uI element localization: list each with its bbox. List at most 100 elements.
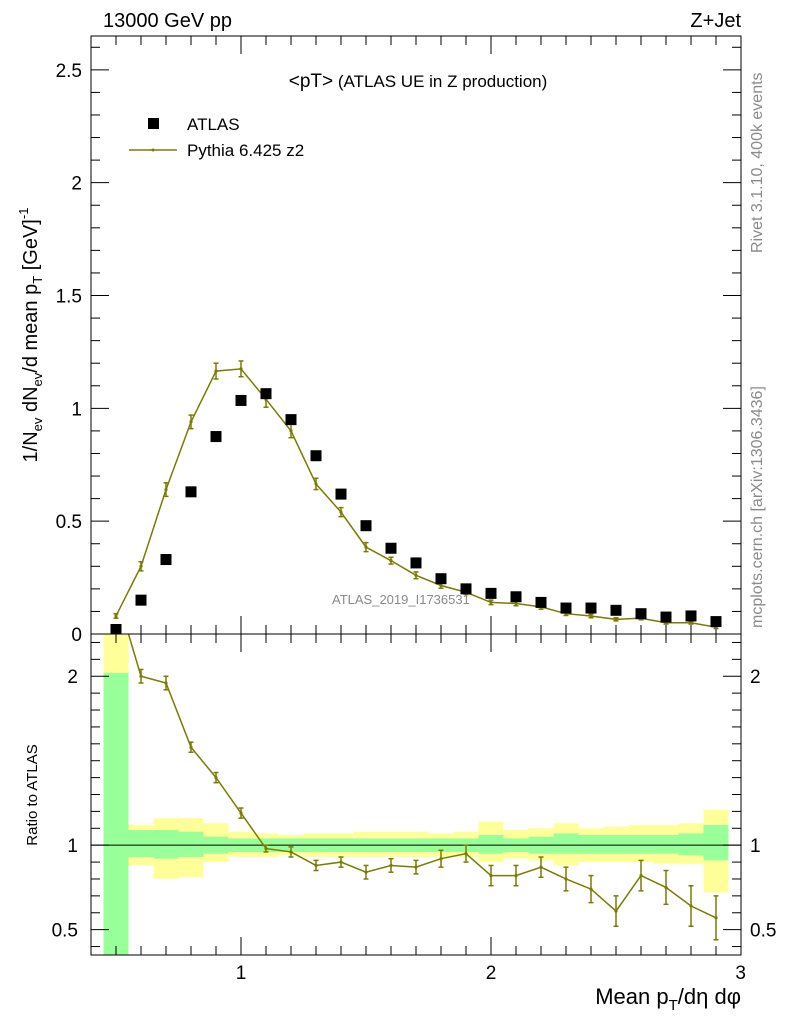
pythia-point: [514, 601, 518, 606]
pythia-point: [164, 487, 168, 492]
atlas-point: [185, 486, 197, 498]
header-right: Z+Jet: [690, 10, 741, 32]
atlas-point: [285, 414, 297, 426]
main-y-tick-label: 1.5: [56, 287, 82, 308]
pythia-point: [239, 367, 243, 371]
ratio-band-inner: [478, 835, 504, 854]
pythia-point: [364, 545, 368, 549]
ratio-point: [439, 857, 443, 861]
ratio-band-inner: [603, 835, 629, 854]
ratio-point: [589, 887, 593, 891]
ratio-point: [539, 865, 543, 869]
pythia-point: [214, 369, 218, 373]
atlas-series: [110, 388, 722, 635]
watermark: ATLAS_2019_I1736531: [332, 592, 470, 607]
ratio-point: [414, 865, 418, 869]
side-text-top: Rivet 3.1.10, 400k events: [749, 72, 766, 253]
ratio-y-axis-label: Ratio to ATLAS: [24, 744, 41, 845]
ratio-point: [189, 745, 193, 749]
atlas-point: [210, 431, 222, 443]
y-axis-label: 1/Nev dNev/d mean pT [GeV]-1: [16, 208, 45, 463]
atlas-point: [385, 542, 397, 554]
x-tick-labels: 1 2 3: [236, 963, 746, 984]
ratio-band-inner: [578, 835, 604, 854]
atlas-point: [710, 616, 722, 628]
legend-atlas-label: ATLAS: [187, 115, 240, 134]
ratio-panel: 0.5 0.5 1 1 2 2 1 2 3 Ratio to ATLAS Mean pT/dη…: [24, 633, 777, 1014]
ratio-y-tick-label-left: 0.5: [52, 921, 78, 942]
ratio-band-inner: [178, 831, 204, 858]
atlas-point: [235, 394, 247, 406]
ratio-panel-frame: [90, 633, 742, 956]
pythia-point: [589, 614, 593, 618]
ratio-point: [289, 850, 293, 854]
atlas-point: [135, 594, 147, 606]
atlas-point: [435, 573, 447, 585]
atlas-point: [585, 602, 597, 614]
ratio-point: [664, 885, 668, 890]
chart-title: <pT> (ATLAS UE in Z production): [289, 71, 548, 92]
ratio-y-tick-label-right: 2: [750, 667, 761, 688]
ratio-y-tick-label-left: 1: [67, 836, 78, 857]
ratio-y-tick-label-right: 1: [750, 836, 761, 857]
ratio-band-inner: [153, 829, 179, 859]
ratio-point: [614, 909, 618, 913]
pythia-point: [339, 510, 343, 514]
header-left: 13000 GeV pp: [103, 10, 232, 32]
ratio-point: [639, 873, 643, 878]
ratio-band-inner: [703, 824, 729, 861]
pythia-point: [314, 482, 318, 486]
pythia-point: [489, 600, 493, 605]
legend-pythia-label: Pythia 6.425 z2: [187, 141, 304, 160]
main-y-tick-label: 1: [71, 399, 82, 420]
atlas-point: [460, 583, 472, 595]
main-panel: 0 0.5 1 1.5 2 2.5 <pT> (ATLAS UE in Z product…: [16, 35, 742, 646]
atlas-point: [160, 554, 172, 566]
ratio-band-inner: [653, 835, 679, 854]
ratio-point: [714, 916, 718, 920]
ratio-band-inner: [128, 829, 154, 858]
pythia-point: [139, 564, 143, 568]
pythia-point: [189, 420, 193, 424]
pythia-point: [439, 583, 443, 588]
main-y-tick-label: 2: [71, 174, 82, 195]
ratio-band-inner: [553, 833, 579, 854]
ratio-band-inner: [628, 835, 654, 854]
ratio-y-tick-label-right: 0.5: [750, 921, 776, 942]
ratio-point: [489, 873, 493, 878]
main-y-tick-labels: 0 0.5 1 1.5 2 2.5: [56, 61, 82, 646]
x-axis-label: Mean pT/dη dφ: [595, 984, 741, 1014]
legend-pythia-marker: [151, 148, 155, 152]
pythia-line: [115, 368, 717, 628]
atlas-point: [260, 388, 272, 400]
ratio-point: [689, 904, 693, 908]
pythia-point: [114, 614, 118, 618]
ratio-point: [314, 863, 318, 868]
pythia-point: [289, 429, 293, 433]
main-y-tick-label: 2.5: [56, 61, 82, 82]
ratio-point: [464, 852, 468, 856]
pythia-series: [113, 360, 719, 630]
ratio-band-inner: [103, 672, 129, 955]
pythia-point: [689, 621, 693, 625]
ratio-y-tick-label-left: 2: [67, 667, 78, 688]
ratio-point: [239, 811, 243, 815]
ratio-point: [389, 863, 393, 868]
pythia-point: [614, 617, 618, 621]
atlas-point: [360, 520, 372, 532]
atlas-point: [310, 450, 322, 462]
ratio-point: [139, 674, 143, 678]
legend: ATLAS Pythia 6.425 z2: [129, 115, 304, 160]
ratio-pythia-series: [127, 633, 719, 941]
ratio-point: [164, 681, 168, 685]
ratio-point: [264, 846, 268, 851]
atlas-point: [660, 611, 672, 623]
atlas-point: [410, 557, 422, 569]
main-ticks: [90, 36, 742, 635]
ratio-y-tick-labels: 0.5 0.5 1 1 2 2: [52, 667, 777, 941]
side-text-bottom: mcplots.cern.ch [arXiv:1306.3436]: [749, 386, 766, 628]
atlas-point: [560, 602, 572, 614]
main-y-tick-label: 0.5: [56, 512, 82, 533]
x-tick-label: 3: [735, 963, 746, 984]
